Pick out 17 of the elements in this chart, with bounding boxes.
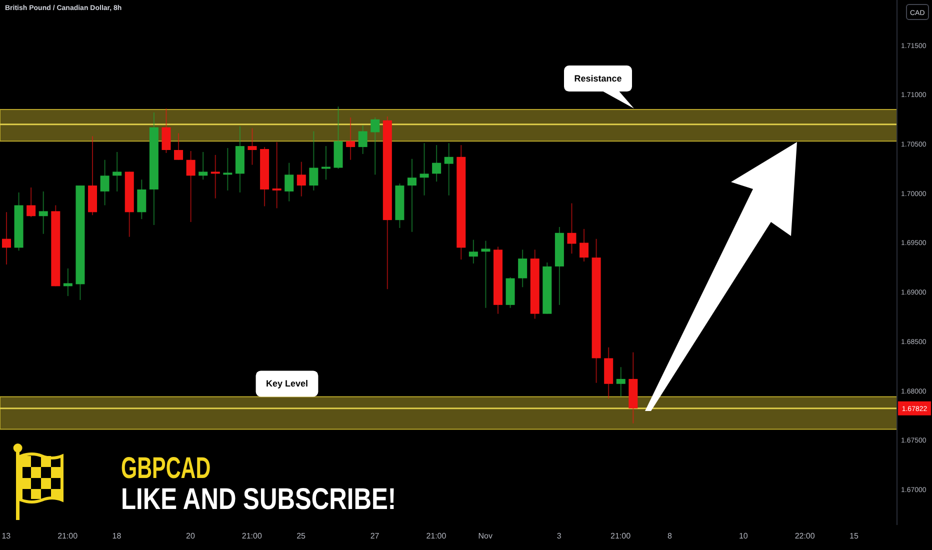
x-tick-label: Nov: [478, 532, 492, 541]
x-tick-label: 21:00: [242, 532, 262, 541]
x-tick-label: 22:00: [794, 532, 816, 541]
x-tick-label: 21:00: [610, 532, 632, 541]
x-tick-label: 20: [186, 532, 196, 541]
x-tick-label: 3: [556, 532, 562, 541]
band-label: Key Level: [266, 378, 308, 389]
x-tick-label: 8: [667, 532, 672, 541]
x-tick-label: 13: [2, 532, 12, 541]
x-tick-label: 18: [112, 532, 122, 541]
band-label: Resistance: [574, 74, 622, 84]
x-tick-label: 21:00: [426, 532, 447, 541]
x-tick-label: 27: [370, 532, 380, 541]
x-tick-label: 10: [738, 532, 748, 541]
x-tick-label: 21:00: [58, 532, 78, 541]
x-tick-label: 15: [850, 532, 859, 541]
x-tick-label: 25: [296, 532, 306, 541]
